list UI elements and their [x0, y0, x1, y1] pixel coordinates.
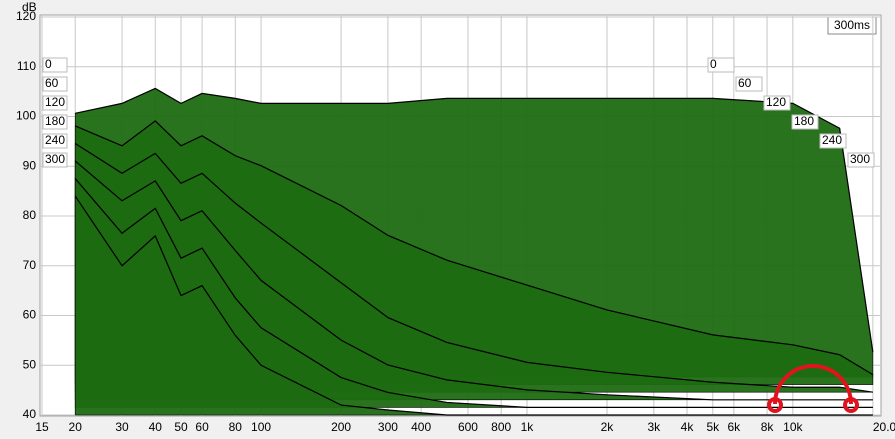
x-tick-label: 20: [69, 420, 83, 434]
y-tick-label: 80: [23, 208, 37, 222]
time-label: 180: [794, 114, 814, 128]
x-tick-label: 3k: [647, 420, 661, 434]
x-tick-label: 2k: [601, 420, 615, 434]
time-label-box: [791, 114, 819, 130]
time-label: 120: [45, 95, 65, 109]
slice-line: [74, 160, 873, 401]
time-label: 60: [45, 76, 59, 90]
time-label-box: [42, 133, 68, 149]
y-tick-label: 40: [23, 407, 37, 421]
x-tick-label: 8k: [761, 420, 775, 434]
y-tick-label: 90: [23, 158, 37, 172]
x-tick-label: 40: [149, 420, 163, 434]
x-tick-label: 1k: [521, 420, 535, 434]
time-label: 300: [850, 152, 870, 166]
y-tick-label: 120: [16, 9, 36, 23]
x-tick-label: 600: [458, 420, 478, 434]
time-label-box: [42, 57, 68, 73]
y-tick-label: 100: [16, 109, 36, 123]
x-tick-label: 5k: [706, 420, 720, 434]
time-label: 0: [710, 57, 717, 71]
x-tick-label: 300: [378, 420, 398, 434]
slice-line: [74, 120, 874, 376]
time-label: 240: [45, 133, 65, 147]
x-tick-label: 200: [331, 420, 351, 434]
x-tick-label: 50: [174, 420, 188, 434]
time-label-box: [763, 95, 791, 111]
time-window: 300ms: [834, 18, 870, 32]
time-label-box: [819, 133, 847, 149]
x-tick-label: 80: [229, 420, 243, 434]
x-tick-label: 20.0k Hz: [873, 420, 895, 434]
x-tick-label: 800: [491, 420, 511, 434]
time-label-box: [42, 114, 68, 130]
time-label: 240: [822, 133, 842, 147]
time-label: 60: [738, 76, 752, 90]
x-tick-label: 6k: [727, 420, 741, 434]
time-label-box: [735, 76, 763, 92]
y-tick-label: 50: [23, 357, 37, 371]
time-label: 0: [45, 57, 52, 71]
x-tick-label: 400: [411, 420, 431, 434]
x-tick-label: 15: [35, 420, 49, 434]
x-tick-label: 100: [251, 420, 271, 434]
y-tick-label: 70: [23, 258, 37, 272]
x-tick-label: 10k: [783, 420, 803, 434]
slice-line: [74, 195, 873, 416]
slice-line: [74, 142, 873, 393]
logo: [767, 364, 859, 413]
time-label: 300: [45, 152, 65, 166]
time-label: 120: [766, 95, 786, 109]
time-label: 180: [45, 114, 65, 128]
time-label-box: [707, 57, 735, 73]
slice-line: [75, 87, 874, 353]
y-tick-label: 110: [17, 59, 36, 73]
y-axis-label: dB: [22, 0, 37, 14]
x-tick-label: 60: [195, 420, 209, 434]
time-label-box: [42, 76, 68, 92]
y-tick-label: 60: [23, 308, 37, 322]
x-tick-label: 30: [115, 420, 129, 434]
x-tick-label: 4k: [681, 420, 695, 434]
time-label-box: [847, 152, 875, 168]
time-label-box: [42, 95, 68, 111]
time-label-box: [42, 152, 68, 168]
slice-line: [74, 178, 873, 408]
